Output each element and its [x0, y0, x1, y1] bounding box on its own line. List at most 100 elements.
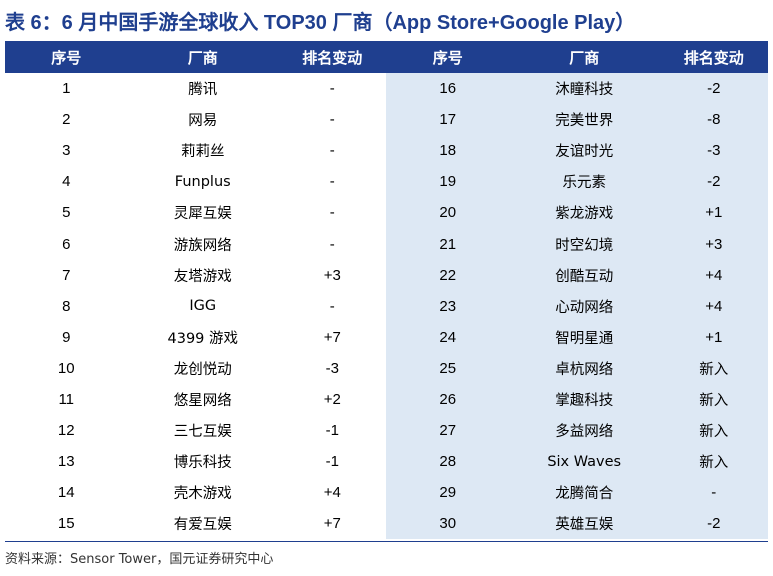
table-row: 5 灵犀互娱 - 20 紫龙游戏 +1	[5, 197, 768, 229]
table-row: 8 IGG - 23 心动网络 +4	[5, 290, 768, 322]
rank-cell: 9	[62, 328, 71, 346]
rank-cell: 20	[386, 197, 509, 229]
company-cell: 时空幻境	[508, 228, 660, 260]
table-row: 15 有爱互娱 +7 30 英雄互娱 -2	[5, 508, 768, 540]
rank-cell: 23	[386, 290, 509, 322]
rank-cell: 1	[62, 80, 71, 98]
rank-cell: 25	[386, 352, 509, 384]
rank-cell: 26	[386, 383, 509, 416]
change-cell: -2	[659, 508, 768, 540]
rank-cell: 21	[386, 228, 509, 260]
change-cell: -	[329, 173, 335, 191]
rank-cell: 28	[386, 446, 509, 478]
change-cell: +3	[323, 266, 341, 284]
company-cell: Six Waves	[508, 446, 660, 478]
change-cell: -	[329, 235, 335, 253]
header-change-right: 排名变动	[683, 48, 744, 67]
company-cell: 智明星通	[508, 321, 660, 353]
change-cell: -	[329, 80, 335, 98]
change-cell: +4	[659, 259, 768, 291]
table-row: 2 网易 - 17 完美世界 -8	[5, 104, 768, 136]
change-cell: -3	[325, 359, 339, 377]
source-note: 资料来源：Sensor Tower，国元证券研究中心	[5, 552, 274, 567]
rank-cell: 27	[386, 415, 509, 447]
company-cell: 紫龙游戏	[508, 197, 660, 229]
rank-cell: 3	[62, 142, 71, 160]
change-cell: +1	[659, 321, 768, 353]
change-cell: -3	[659, 135, 768, 167]
rank-cell: 16	[386, 73, 509, 105]
change-cell: -	[329, 111, 335, 129]
company-cell: 三七互娱	[173, 424, 232, 441]
rank-cell: 13	[57, 453, 75, 471]
company-cell: Funplus	[174, 173, 231, 190]
table-row: 3 莉莉丝 - 18 友谊时光 -3	[5, 135, 768, 167]
rank-cell: 8	[62, 297, 71, 315]
header-rank-left: 序号	[51, 48, 82, 67]
company-cell: 博乐科技	[173, 455, 232, 472]
change-cell: -1	[325, 453, 339, 471]
ranking-table-container: 序号 厂商 排名变动 序号 厂商 排名变动 1 腾讯 -16 沐瞳科技 -2 2 网易 -17…	[5, 41, 768, 540]
change-cell: +4	[659, 290, 768, 322]
header-rank-right: 序号	[432, 48, 463, 67]
company-cell: 4399 游戏	[167, 330, 239, 347]
change-cell: -	[659, 477, 768, 509]
change-cell: -8	[659, 104, 768, 136]
company-cell: 掌趣科技	[508, 383, 660, 416]
rank-cell: 14	[57, 484, 75, 502]
company-cell: 友谊时光	[508, 135, 660, 167]
table-body: 1 腾讯 -16 沐瞳科技 -2 2 网易 -17 完美世界 -8 3 莉莉丝 -18 友谊时光 -3 4 Fu…	[5, 73, 768, 540]
table-bottom-border	[5, 541, 768, 542]
ranking-table: 序号 厂商 排名变动 序号 厂商 排名变动 1 腾讯 -16 沐瞳科技 -2 2 网易 -17…	[5, 41, 768, 540]
company-cell: 龙腾简合	[508, 477, 660, 509]
change-cell: -	[329, 142, 335, 160]
company-cell: 友塔游戏	[173, 268, 232, 285]
rank-cell: 7	[62, 266, 71, 284]
company-cell: 卓杭网络	[508, 352, 660, 384]
table-row: 9 4399 游戏 +7 24 智明星通 +1	[5, 321, 768, 353]
change-cell: +4	[323, 484, 341, 502]
change-cell: -	[329, 204, 335, 222]
company-cell: 游族网络	[173, 237, 232, 254]
rank-cell: 24	[386, 321, 509, 353]
header-change-left: 排名变动	[302, 48, 363, 67]
change-cell: +1	[659, 197, 768, 229]
table-header-row: 序号 厂商 排名变动 序号 厂商 排名变动	[5, 41, 768, 73]
company-cell: 心动网络	[508, 290, 660, 322]
table-row: 7 友塔游戏 +3 22 创酷互动 +4	[5, 259, 768, 291]
change-cell: +2	[323, 390, 341, 408]
rank-cell: 2	[62, 111, 71, 129]
change-cell: 新入	[659, 446, 768, 478]
company-cell: 腾讯	[188, 82, 218, 99]
rank-cell: 4	[62, 173, 71, 191]
table-row: 11 悠星网络 +2 26 掌趣科技 新入	[5, 383, 768, 416]
change-cell: -	[329, 297, 335, 315]
rank-cell: 5	[62, 204, 71, 222]
change-cell: -2	[659, 166, 768, 198]
company-cell: 莉莉丝	[181, 144, 225, 161]
rank-cell: 10	[57, 359, 75, 377]
company-cell: 沐瞳科技	[508, 73, 660, 105]
table-row: 4 Funplus - 19 乐元素 -2	[5, 166, 768, 198]
table-row: 1 腾讯 - 16 沐瞳科技 -2	[5, 73, 768, 105]
change-cell: 新入	[659, 352, 768, 384]
company-cell: 英雄互娱	[508, 508, 660, 540]
table-row: 14 壳木游戏 +4 29 龙腾简合 -	[5, 477, 768, 509]
company-cell: 创酷互动	[508, 259, 660, 291]
rank-cell: 18	[386, 135, 509, 167]
company-cell: 壳木游戏	[173, 486, 232, 503]
company-cell: 完美世界	[508, 104, 660, 136]
change-cell: -2	[659, 73, 768, 105]
rank-cell: 6	[62, 235, 71, 253]
table-row: 13 博乐科技 -1 28 Six Waves 新入	[5, 446, 768, 478]
change-cell: +7	[323, 515, 341, 533]
header-company-left: 厂商	[187, 48, 218, 67]
company-cell: IGG	[189, 298, 217, 315]
company-cell: 多益网络	[508, 415, 660, 447]
rank-cell: 11	[58, 390, 75, 408]
rank-cell: 19	[386, 166, 509, 198]
table-title: 表 6：6 月中国手游全球收入 TOP30 厂商（App Store+Googl…	[5, 12, 636, 34]
rank-cell: 15	[57, 515, 75, 533]
change-cell: +7	[323, 328, 341, 346]
change-cell: +3	[659, 228, 768, 260]
